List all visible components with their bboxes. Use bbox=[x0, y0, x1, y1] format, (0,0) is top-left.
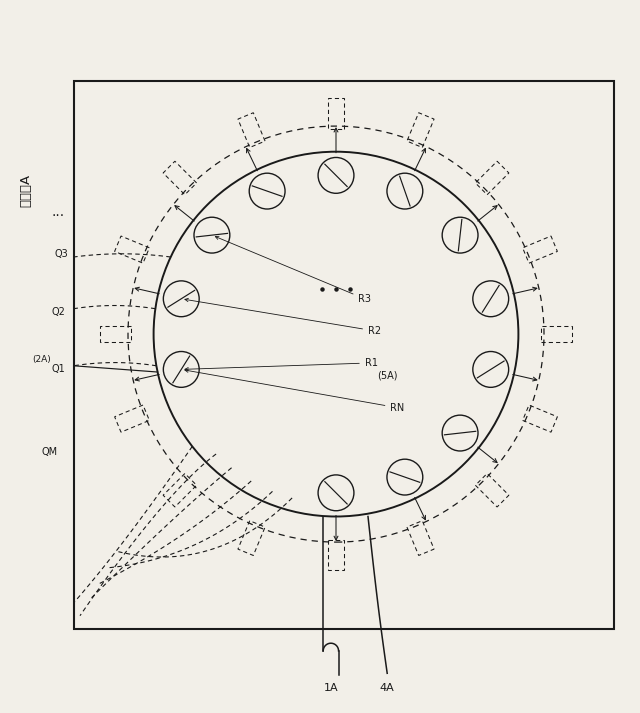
Circle shape bbox=[473, 352, 509, 387]
Bar bbox=[328, 98, 344, 128]
Bar bbox=[115, 405, 149, 432]
Circle shape bbox=[249, 173, 285, 209]
Text: 4A: 4A bbox=[380, 683, 395, 693]
Bar bbox=[407, 520, 434, 555]
Text: R1: R1 bbox=[185, 358, 378, 371]
Text: ...: ... bbox=[51, 205, 65, 220]
Bar bbox=[163, 473, 196, 507]
Circle shape bbox=[318, 158, 354, 193]
Bar bbox=[163, 161, 196, 195]
Circle shape bbox=[387, 459, 423, 495]
Circle shape bbox=[387, 173, 423, 209]
Text: QM: QM bbox=[42, 446, 58, 456]
Bar bbox=[328, 540, 344, 570]
Circle shape bbox=[194, 217, 230, 253]
Bar bbox=[115, 236, 149, 263]
Bar bbox=[523, 405, 557, 432]
Text: (2A): (2A) bbox=[32, 355, 51, 364]
Text: Q3: Q3 bbox=[54, 249, 68, 259]
Text: 1A: 1A bbox=[324, 683, 338, 693]
Bar bbox=[74, 81, 614, 628]
Circle shape bbox=[163, 281, 199, 317]
Text: RN: RN bbox=[185, 369, 404, 413]
Bar bbox=[476, 161, 509, 195]
Bar bbox=[407, 113, 434, 148]
Text: R2: R2 bbox=[185, 298, 381, 336]
Bar bbox=[238, 113, 265, 148]
Text: Q2: Q2 bbox=[51, 307, 65, 317]
Circle shape bbox=[318, 475, 354, 511]
Text: Q1: Q1 bbox=[51, 364, 65, 374]
Text: (5A): (5A) bbox=[378, 371, 398, 381]
Bar bbox=[238, 520, 265, 555]
Bar bbox=[476, 473, 509, 507]
Bar bbox=[541, 326, 572, 342]
Bar bbox=[100, 326, 131, 342]
Circle shape bbox=[442, 217, 478, 253]
Bar bbox=[523, 236, 557, 263]
Text: サイトA: サイトA bbox=[19, 173, 32, 207]
Circle shape bbox=[163, 352, 199, 387]
Text: R3: R3 bbox=[215, 236, 371, 304]
Circle shape bbox=[442, 415, 478, 451]
Circle shape bbox=[473, 281, 509, 317]
